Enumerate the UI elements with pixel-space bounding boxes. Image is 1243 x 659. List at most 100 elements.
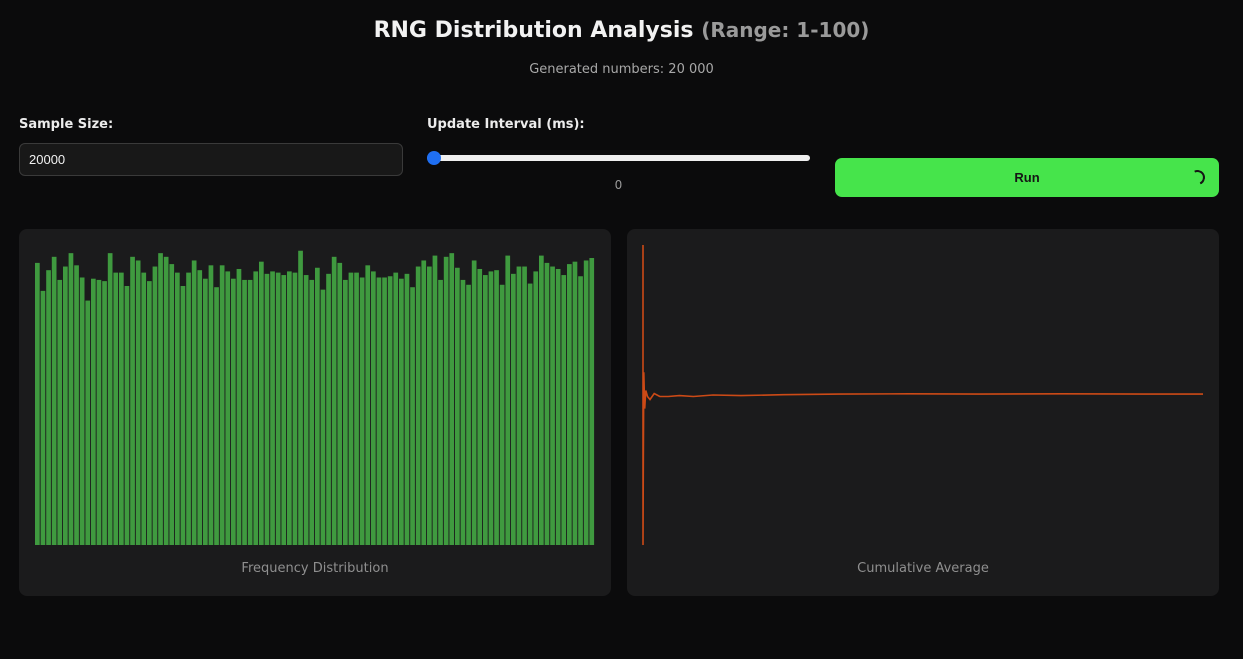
frequency-bar-100 (589, 258, 595, 545)
frequency-bar-98 (578, 276, 583, 545)
frequency-bar-71 (427, 266, 432, 545)
frequency-bar-22 (152, 266, 158, 545)
frequency-bar-46 (287, 271, 292, 545)
frequency-caption: Frequency Distribution (241, 561, 389, 576)
frequency-bar-65 (393, 272, 399, 545)
frequency-bar-61 (371, 271, 376, 545)
frequency-bar-85 (505, 255, 511, 545)
cumulative-average-line (642, 245, 1203, 546)
frequency-bar-26 (175, 272, 180, 545)
slider-track (427, 155, 810, 161)
frequency-bar-49 (303, 275, 309, 545)
frequency-bar-31 (203, 278, 208, 545)
frequency-bar-2 (40, 290, 46, 545)
frequency-bar-67 (404, 273, 410, 545)
frequency-bar-88 (522, 266, 527, 545)
run-button[interactable]: Run (835, 158, 1219, 197)
frequency-bar-70 (421, 260, 427, 545)
frequency-bar-62 (376, 277, 382, 545)
frequency-bar-12 (96, 279, 102, 545)
frequency-bar-13 (102, 281, 107, 545)
frequency-bar-97 (572, 261, 578, 545)
update-interval-value: 0 (614, 178, 623, 192)
frequency-bar-53 (326, 273, 331, 545)
frequency-bar-78 (466, 284, 471, 545)
frequency-bar-24 (163, 256, 169, 545)
frequency-bar-37 (236, 268, 242, 545)
frequency-bar-87 (516, 266, 522, 545)
cumulative-chart (642, 245, 1203, 546)
update-interval-slider[interactable] (427, 148, 810, 168)
frequency-bar-41 (259, 261, 264, 545)
frequency-panel: Frequency Distribution (19, 229, 611, 596)
cumulative-panel: Cumulative Average (627, 229, 1219, 596)
frequency-bar-19 (135, 260, 141, 545)
cumulative-caption: Cumulative Average (857, 561, 989, 576)
frequency-bar-86 (511, 273, 516, 545)
sample-size-label: Sample Size: (19, 117, 114, 132)
frequency-bar-55 (337, 262, 343, 545)
frequency-bar-15 (113, 272, 119, 545)
frequency-bar-20 (141, 272, 147, 545)
frequency-bar-4 (51, 256, 57, 545)
frequency-bar-1 (35, 262, 40, 545)
frequency-bar-44 (275, 272, 281, 545)
frequency-bar-99 (583, 260, 589, 545)
sample-size-input[interactable] (19, 143, 403, 176)
frequency-bar-59 (359, 277, 365, 545)
frequency-bar-3 (46, 270, 51, 545)
frequency-bar-58 (354, 272, 359, 545)
frequency-bar-84 (499, 284, 505, 545)
generated-count: Generated numbers: 20 000 (529, 62, 714, 77)
frequency-bar-17 (124, 285, 130, 545)
frequency-bar-90 (533, 271, 539, 545)
frequency-bar-83 (494, 270, 499, 545)
frequency-bar-11 (91, 278, 96, 545)
frequency-bar-5 (57, 279, 63, 545)
frequency-bar-69 (415, 266, 421, 545)
frequency-bar-81 (483, 275, 488, 545)
frequency-bar-16 (119, 272, 124, 545)
page-title-text: RNG Distribution Analysis (373, 18, 694, 43)
frequency-bar-80 (477, 268, 483, 545)
frequency-bar-54 (331, 256, 337, 545)
frequency-bar-96 (567, 264, 572, 545)
frequency-bar-35 (225, 271, 231, 545)
frequency-bar-50 (309, 279, 315, 545)
frequency-bar-48 (298, 250, 303, 546)
frequency-bar-72 (432, 255, 438, 545)
frequency-bar-64 (387, 276, 393, 545)
frequency-bar-25 (169, 264, 175, 545)
frequency-bar-40 (253, 271, 259, 545)
frequency-bar-76 (455, 267, 460, 545)
frequency-bar-33 (214, 287, 219, 545)
frequency-bar-77 (460, 279, 466, 545)
loading-spinner-icon (1187, 167, 1208, 188)
slider-thumb[interactable] (427, 151, 441, 165)
frequency-bar-60 (365, 265, 371, 545)
frequency-bar-51 (315, 267, 320, 545)
frequency-bar-73 (438, 279, 443, 545)
frequency-bar-8 (74, 265, 79, 545)
frequency-bar-34 (219, 265, 225, 545)
range-text: (Range: 1-100) (701, 18, 870, 42)
frequency-bar-74 (443, 256, 449, 545)
frequency-bar-9 (79, 277, 85, 545)
page-title: RNG Distribution Analysis (Range: 1-100) (0, 18, 1243, 43)
frequency-bar-23 (158, 253, 163, 545)
frequency-bar-30 (197, 270, 203, 545)
frequency-bar-79 (471, 260, 477, 545)
run-button-label: Run (1014, 170, 1040, 185)
frequency-bar-56 (343, 279, 348, 545)
frequency-bar-39 (247, 279, 253, 545)
frequency-chart (35, 250, 595, 546)
frequency-bar-27 (180, 285, 186, 545)
frequency-bar-47 (292, 272, 298, 545)
frequency-bar-92 (544, 262, 550, 545)
frequency-bar-93 (550, 266, 555, 545)
frequency-bar-7 (68, 253, 74, 545)
frequency-bar-14 (107, 253, 113, 545)
frequency-bar-66 (399, 278, 404, 545)
frequency-bar-28 (186, 272, 191, 545)
frequency-bar-52 (320, 289, 326, 545)
